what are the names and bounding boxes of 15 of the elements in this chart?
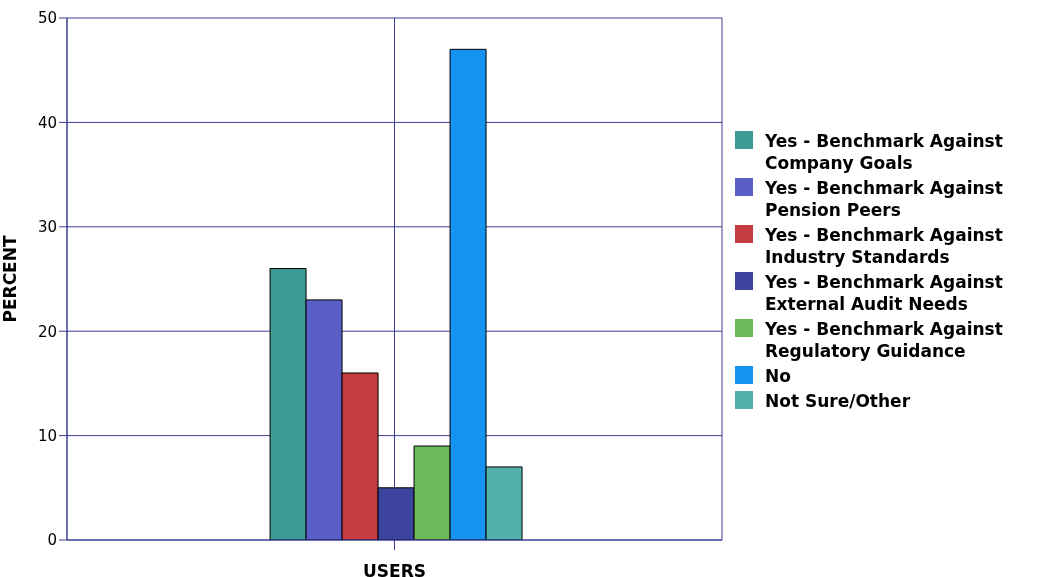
y-axis-title: PERCENT [0, 235, 21, 323]
legend-label: No [765, 365, 791, 387]
y-tick-label: 40 [37, 113, 57, 132]
legend-label: Yes - Benchmark Against Industry Standards [765, 224, 1004, 268]
legend-label: Not Sure/Other [765, 390, 911, 412]
y-tick-label: 0 [47, 531, 57, 550]
legend-label: Yes - Benchmark Against External Audit Needs [765, 271, 1004, 315]
legend-label: Yes - Benchmark Against Company Goals [765, 130, 1004, 174]
y-tick-label: 30 [37, 218, 57, 237]
legend-label: Yes - Benchmark Against Regulatory Guidance [765, 318, 1004, 362]
y-tick-label: 50 [37, 9, 57, 28]
legend-label: Yes - Benchmark Against Pension Peers [765, 177, 1004, 221]
y-tick-label: 10 [37, 426, 57, 445]
x-axis-title: USERS [363, 561, 426, 577]
y-tick-label: 20 [37, 322, 57, 341]
